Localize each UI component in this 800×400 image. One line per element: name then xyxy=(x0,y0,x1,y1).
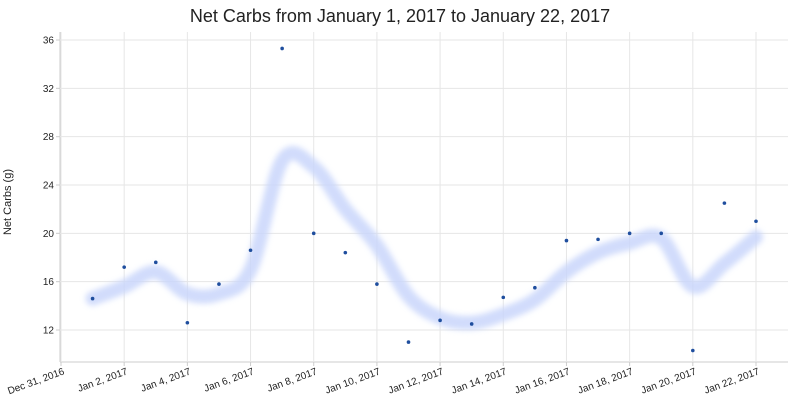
x-tick-label: Jan 20, 2017 xyxy=(640,366,699,396)
grid xyxy=(59,32,788,363)
data-point[interactable] xyxy=(185,320,190,325)
x-tick-label: Jan 10, 2017 xyxy=(324,366,383,396)
x-tick-label: Jan 2, 2017 xyxy=(76,366,129,394)
data-point[interactable] xyxy=(311,231,316,236)
y-tick-label: 28 xyxy=(43,132,55,143)
y-tick-label: 24 xyxy=(43,181,55,192)
data-point[interactable] xyxy=(754,219,758,224)
y-tick-label: 20 xyxy=(43,229,55,240)
data-point[interactable] xyxy=(217,282,221,286)
x-tick-label: Jan 6, 2017 xyxy=(203,366,256,394)
data-point[interactable] xyxy=(691,348,695,353)
data-point[interactable] xyxy=(375,282,379,286)
x-tick-label: Jan 4, 2017 xyxy=(140,366,193,394)
x-tick-label: Jan 14, 2017 xyxy=(450,366,509,396)
x-tick-label: Jan 16, 2017 xyxy=(513,366,572,396)
data-point[interactable] xyxy=(501,295,506,300)
y-tick-label: 16 xyxy=(43,277,55,288)
trend-band xyxy=(85,146,763,330)
x-tick-label: Jan 22, 2017 xyxy=(703,366,762,396)
y-tick-label: 36 xyxy=(43,36,55,47)
scatter-points xyxy=(90,46,758,353)
x-tick-label: Jan 18, 2017 xyxy=(577,366,636,396)
data-point[interactable] xyxy=(469,322,474,326)
data-point[interactable] xyxy=(564,238,569,243)
data-point[interactable] xyxy=(596,237,600,242)
data-point[interactable] xyxy=(248,248,253,253)
data-point[interactable] xyxy=(533,285,537,290)
x-tick-label: Jan 12, 2017 xyxy=(387,366,446,396)
x-tick-label: Jan 8, 2017 xyxy=(266,366,319,394)
y-axis-ticks: 12 16 20 24 28 32 36 xyxy=(43,36,60,337)
data-point[interactable] xyxy=(659,231,664,236)
data-point[interactable] xyxy=(122,265,126,269)
data-point[interactable] xyxy=(627,231,632,236)
data-point[interactable] xyxy=(406,340,411,344)
x-axis-ticks: Dec 31, 2016 Jan 2, 2017 Jan 4, 2017 Jan 6,… xyxy=(6,362,761,397)
data-point[interactable] xyxy=(722,201,727,205)
y-tick-label: 32 xyxy=(43,84,55,95)
data-point[interactable] xyxy=(153,260,158,265)
data-point[interactable] xyxy=(90,296,95,301)
data-point[interactable] xyxy=(280,46,284,51)
x-tick-label: Dec 31, 2016 xyxy=(6,366,66,397)
y-tick-label: 12 xyxy=(43,326,55,337)
y-axis-label: Net Carbs (g) xyxy=(2,169,14,235)
chart-title: Net Carbs from January 1, 2017 to Januar… xyxy=(190,6,610,26)
data-point[interactable] xyxy=(343,250,348,255)
trend-band-line xyxy=(85,146,763,330)
data-point[interactable] xyxy=(438,318,442,323)
